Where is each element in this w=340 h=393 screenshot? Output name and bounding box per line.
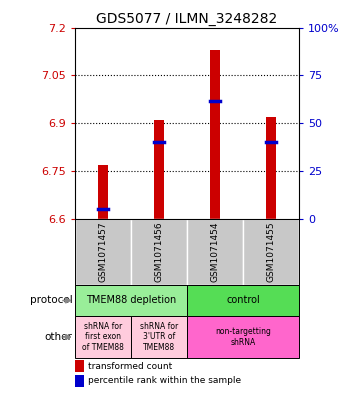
Text: shRNA for
first exon
of TMEM88: shRNA for first exon of TMEM88 xyxy=(82,322,124,352)
Bar xyxy=(75,285,187,316)
Bar xyxy=(187,219,243,285)
Text: protocol: protocol xyxy=(30,296,72,305)
Bar xyxy=(243,219,299,285)
Bar xyxy=(98,165,108,219)
Text: transformed count: transformed count xyxy=(88,362,172,371)
Bar xyxy=(75,219,131,285)
Bar xyxy=(75,316,131,358)
Bar xyxy=(131,316,187,358)
Bar xyxy=(210,50,220,219)
Text: shRNA for
3'UTR of
TMEM88: shRNA for 3'UTR of TMEM88 xyxy=(140,322,178,352)
Text: TMEM88 depletion: TMEM88 depletion xyxy=(86,296,176,305)
Bar xyxy=(266,117,276,219)
Bar xyxy=(187,316,299,358)
Bar xyxy=(75,360,84,372)
Text: percentile rank within the sample: percentile rank within the sample xyxy=(88,376,241,386)
Bar xyxy=(154,120,164,219)
Bar xyxy=(131,219,187,285)
Text: other: other xyxy=(45,332,72,342)
Text: GSM1071454: GSM1071454 xyxy=(210,222,220,282)
Text: control: control xyxy=(226,296,260,305)
Bar xyxy=(75,375,84,387)
Text: non-targetting
shRNA: non-targetting shRNA xyxy=(215,327,271,347)
Bar xyxy=(187,285,299,316)
Title: GDS5077 / ILMN_3248282: GDS5077 / ILMN_3248282 xyxy=(96,13,278,26)
Text: GSM1071455: GSM1071455 xyxy=(267,222,276,282)
Text: GSM1071456: GSM1071456 xyxy=(154,222,164,282)
Text: GSM1071457: GSM1071457 xyxy=(98,222,107,282)
